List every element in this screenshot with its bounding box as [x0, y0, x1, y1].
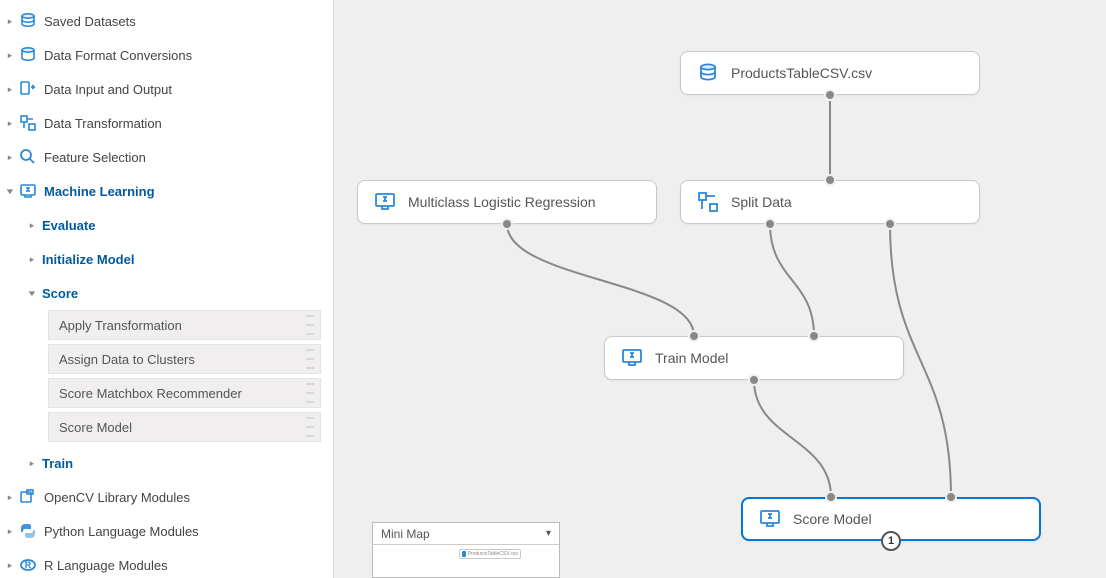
chevron-down-icon: [26, 288, 38, 299]
ml-icon: [372, 191, 398, 213]
sidebar-item-label: Data Input and Output: [40, 82, 172, 97]
canvas-node-split[interactable]: Split Data: [680, 180, 980, 224]
chevron-right-icon: [26, 220, 38, 231]
chevron-down-icon: ▾: [546, 528, 551, 539]
minimap-node-label: ProductsTableCSV.csv: [468, 551, 518, 557]
output-port[interactable]: [824, 89, 836, 101]
sidebar-item-label: Evaluate: [38, 218, 95, 233]
svg-text:R: R: [25, 560, 32, 570]
sidebar-item-saved-datasets[interactable]: Saved Datasets: [4, 4, 333, 38]
sidebar-item-python[interactable]: Python Language Modules: [4, 514, 333, 548]
minimap-header[interactable]: Mini Map ▾: [373, 523, 559, 545]
minimap-panel[interactable]: Mini Map ▾ ProductsTableCSV.csv: [372, 522, 560, 578]
sidebar-item-initialize-model[interactable]: Initialize Model: [4, 242, 333, 276]
canvas-node-label: ProductsTableCSV.csv: [731, 65, 872, 81]
transform-icon: [695, 191, 721, 213]
sidebar-item-label: Feature Selection: [40, 150, 146, 165]
sidebar-item-label: Data Transformation: [40, 116, 162, 131]
chevron-down-icon: [4, 186, 16, 197]
sidebar-item-machine-learning[interactable]: Machine Learning: [4, 174, 333, 208]
grip-icon: [306, 315, 314, 335]
canvas-node-label: Split Data: [731, 194, 792, 210]
sidebar-item-label: Data Format Conversions: [40, 48, 192, 63]
sidebar-item-opencv[interactable]: OpenCV Library Modules: [4, 480, 333, 514]
sidebar-item-label: Saved Datasets: [40, 14, 136, 29]
module-label: Score Model: [59, 420, 132, 435]
minimap-title: Mini Map: [381, 527, 430, 541]
sidebar-item-label: Python Language Modules: [40, 524, 199, 539]
chevron-right-icon: [4, 492, 16, 503]
module-label: Score Matchbox Recommender: [59, 386, 242, 401]
module-label: Apply Transformation: [59, 318, 182, 333]
input-port[interactable]: [945, 491, 957, 503]
input-port[interactable]: [825, 491, 837, 503]
grip-icon: [306, 349, 314, 369]
search-icon: [16, 148, 40, 166]
sidebar-item-label: OpenCV Library Modules: [40, 490, 190, 505]
database-icon: [16, 46, 40, 64]
experiment-canvas[interactable]: Mini Map ▾ ProductsTableCSV.csv Products…: [334, 0, 1106, 578]
canvas-node-label: Multiclass Logistic Regression: [408, 194, 596, 210]
module-assign-data-to-clusters[interactable]: Assign Data to Clusters: [48, 344, 321, 374]
chevron-right-icon: [4, 118, 16, 129]
output-port[interactable]: [501, 218, 513, 230]
edge: [754, 380, 831, 497]
transform-icon: [16, 114, 40, 132]
chevron-right-icon: [4, 50, 16, 61]
minimap-body: ProductsTableCSV.csv: [373, 545, 559, 577]
chevron-right-icon: [4, 152, 16, 163]
chevron-right-icon: [4, 560, 16, 571]
input-port[interactable]: [808, 330, 820, 342]
sidebar-item-data-format-conversions[interactable]: Data Format Conversions: [4, 38, 333, 72]
sidebar-item-label: Initialize Model: [38, 252, 134, 267]
module-palette-sidebar: Saved Datasets Data Format Conversions D…: [0, 0, 334, 578]
sidebar-item-label: Machine Learning: [40, 184, 155, 199]
module-label: Assign Data to Clusters: [59, 352, 195, 367]
module-apply-transformation[interactable]: Apply Transformation: [48, 310, 321, 340]
io-icon: [16, 80, 40, 98]
python-icon: [16, 522, 40, 540]
grip-icon: [306, 383, 314, 403]
input-port[interactable]: [824, 174, 836, 186]
sidebar-item-feature-selection[interactable]: Feature Selection: [4, 140, 333, 174]
edge: [770, 224, 814, 336]
db-icon: [695, 62, 721, 84]
output-port[interactable]: [884, 218, 896, 230]
ml-icon: [16, 182, 40, 200]
output-port[interactable]: [748, 374, 760, 386]
chevron-right-icon: [26, 254, 38, 265]
output-port[interactable]: [764, 218, 776, 230]
sidebar-item-label: Train: [38, 456, 73, 471]
sidebar-item-label: R Language Modules: [40, 558, 168, 573]
sidebar-item-evaluate[interactable]: Evaluate: [4, 208, 333, 242]
database-icon: [16, 12, 40, 30]
sidebar-item-data-transformation[interactable]: Data Transformation: [4, 106, 333, 140]
chevron-right-icon: [4, 526, 16, 537]
ml-icon: [757, 508, 783, 530]
opencv-icon: [16, 488, 40, 506]
input-port[interactable]: [688, 330, 700, 342]
chevron-right-icon: [4, 16, 16, 27]
canvas-node-label: Score Model: [793, 511, 872, 527]
node-info-badge[interactable]: 1: [881, 531, 901, 551]
chevron-right-icon: [4, 84, 16, 95]
module-score-model[interactable]: Score Model: [48, 412, 321, 442]
chevron-right-icon: [26, 458, 38, 469]
sidebar-item-r[interactable]: R R Language Modules: [4, 548, 333, 578]
sidebar-item-train[interactable]: Train: [4, 446, 333, 480]
module-score-matchbox-recommender[interactable]: Score Matchbox Recommender: [48, 378, 321, 408]
sidebar-item-score[interactable]: Score: [4, 276, 333, 310]
sidebar-item-data-io[interactable]: Data Input and Output: [4, 72, 333, 106]
canvas-node-label: Train Model: [655, 350, 728, 366]
sidebar-item-label: Score: [38, 286, 78, 301]
ml-icon: [619, 347, 645, 369]
r-icon: R: [16, 556, 40, 574]
grip-icon: [306, 417, 314, 437]
edge: [507, 224, 694, 336]
